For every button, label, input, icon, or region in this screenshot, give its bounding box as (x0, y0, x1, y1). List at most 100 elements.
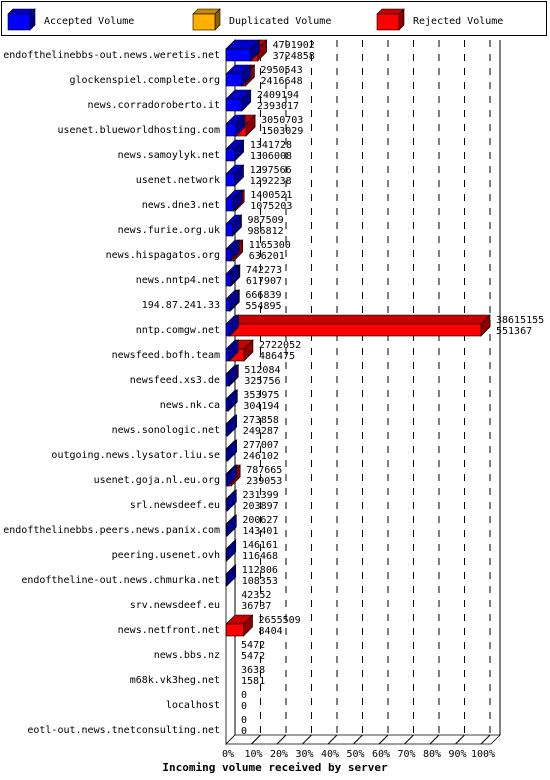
total-value-label: 146161 (242, 540, 278, 551)
accepted-value-label: 486475 (259, 351, 295, 362)
total-value-label: 5472 (241, 640, 265, 651)
category-label: news.sonologic.net (112, 425, 220, 436)
accepted-value-label: 551367 (496, 326, 532, 337)
floor-tick (378, 734, 389, 745)
x-tick-label: 50% (346, 749, 364, 760)
bar-row (225, 364, 240, 387)
bar-accepted (225, 439, 238, 462)
category-label: newsfeed.xs3.de (130, 375, 220, 386)
total-value-label: 1341728 (250, 140, 292, 151)
accepted-value-label: 1306008 (250, 151, 292, 162)
floor-tick (353, 734, 363, 745)
total-value-label: 666839 (245, 290, 281, 301)
category-label: news.corradoroberto.it (88, 100, 220, 111)
floor-tick (302, 734, 312, 745)
total-value-label: 112806 (242, 565, 278, 576)
accepted-value-label: 0 (241, 701, 247, 712)
bar-accepted (225, 289, 240, 312)
x-tick-label: 90% (448, 749, 466, 760)
bar-accepted (225, 464, 238, 487)
category-label: news.nntp4.net (136, 275, 220, 286)
floor-tick (404, 734, 414, 745)
accepted-value-label: 116468 (242, 551, 278, 562)
labels: endofthelinebbs-out.news.weretis.net 4791… (3, 40, 544, 737)
floor-tick (327, 734, 338, 745)
category-label: newsfeed.bofh.team (112, 350, 220, 361)
bar-accepted (225, 89, 252, 112)
category-label: usenet.blueworldhosting.com (57, 125, 220, 136)
x-tick-label: 70% (397, 749, 415, 760)
accepted-value-label: 249287 (243, 426, 279, 437)
total-value-label: 1165300 (249, 240, 291, 251)
total-value-label: 231399 (243, 490, 279, 501)
total-value-label: 277007 (243, 440, 279, 451)
category-label: news.nk.ca (160, 400, 220, 411)
bar-row (225, 414, 238, 437)
floor (225, 734, 501, 745)
accepted-value-label: 325756 (244, 376, 280, 387)
category-label: nntp.comgw.net (136, 325, 220, 336)
bar-accepted (225, 539, 237, 562)
x-axis-title: Incoming volume received by server (162, 761, 388, 774)
bar-row (225, 64, 256, 87)
bars (225, 39, 491, 637)
total-value-label: 4791902 (273, 40, 315, 51)
bar-accepted (225, 489, 238, 512)
bar-row (225, 489, 238, 512)
bar-row (225, 214, 243, 237)
legend (1, 1, 547, 36)
category-label: outgoing.news.lysator.liu.se (51, 450, 220, 461)
legend-items: Accepted Volume Duplicated Volume Rejected… (7, 8, 503, 31)
bar-accepted (225, 64, 252, 87)
accepted-value-label: 636201 (249, 251, 285, 262)
accepted-value-label: 304194 (243, 401, 279, 412)
total-value-label: 273858 (243, 415, 279, 426)
bar-accepted (225, 114, 246, 137)
bar-row (225, 39, 268, 62)
category-label: m68k.vk3heg.net (130, 675, 220, 686)
bar-row (225, 514, 238, 537)
total-value-label: 0 (241, 690, 247, 701)
category-label: localhost (166, 700, 220, 711)
accepted-value-label: 8404 (259, 626, 283, 637)
bar-row (225, 189, 245, 212)
bar-row (225, 389, 239, 412)
bar-row (225, 239, 244, 262)
x-tick-label: 100% (471, 749, 495, 760)
x-tick-label: 10% (244, 749, 262, 760)
bar-accepted (225, 414, 238, 437)
accepted-value-label: 617907 (246, 276, 282, 287)
category-label: endofthelinebbs-out.news.weretis.net (3, 50, 220, 61)
accepted-value-label: 1503029 (261, 126, 303, 137)
total-value-label: 1297566 (250, 165, 292, 176)
category-label: endoftheline-out.news.chmurka.net (21, 575, 220, 586)
accepted-value-label: 143401 (242, 526, 278, 537)
accepted-value-label: 0 (241, 726, 247, 737)
total-value-label: 512084 (244, 365, 280, 376)
accepted-value-label: 1075203 (250, 201, 292, 212)
bar-row (225, 464, 241, 487)
total-value-label: 742273 (246, 265, 282, 276)
category-label: news.hispagatos.org (106, 250, 220, 261)
total-value-label: 200627 (242, 515, 278, 526)
total-value-label: 2655509 (259, 615, 301, 626)
category-label: srl.newsdeef.eu (130, 500, 220, 511)
x-tick-label: 0% (222, 749, 234, 760)
bar-row (225, 339, 254, 362)
category-label: 194.87.241.33 (142, 300, 220, 311)
x-tick-label: 40% (321, 749, 339, 760)
floor-tick (251, 734, 261, 745)
total-value-label: 2409194 (257, 90, 299, 101)
accepted-value-label: 108353 (242, 576, 278, 587)
bar-row (225, 89, 252, 112)
bar-rejected (225, 614, 254, 637)
bar-accepted (225, 339, 239, 362)
total-value-label: 2950543 (260, 65, 302, 76)
x-axis: Incoming volume received by server 0% 10%… (162, 749, 495, 774)
bar-rejected (228, 314, 491, 337)
bar-row (225, 114, 256, 137)
accepted-value-label: 554895 (245, 301, 281, 312)
accepted-value-label: 239053 (246, 476, 282, 487)
accepted-value-label: 246102 (243, 451, 279, 462)
accepted-value-label: 203897 (243, 501, 279, 512)
